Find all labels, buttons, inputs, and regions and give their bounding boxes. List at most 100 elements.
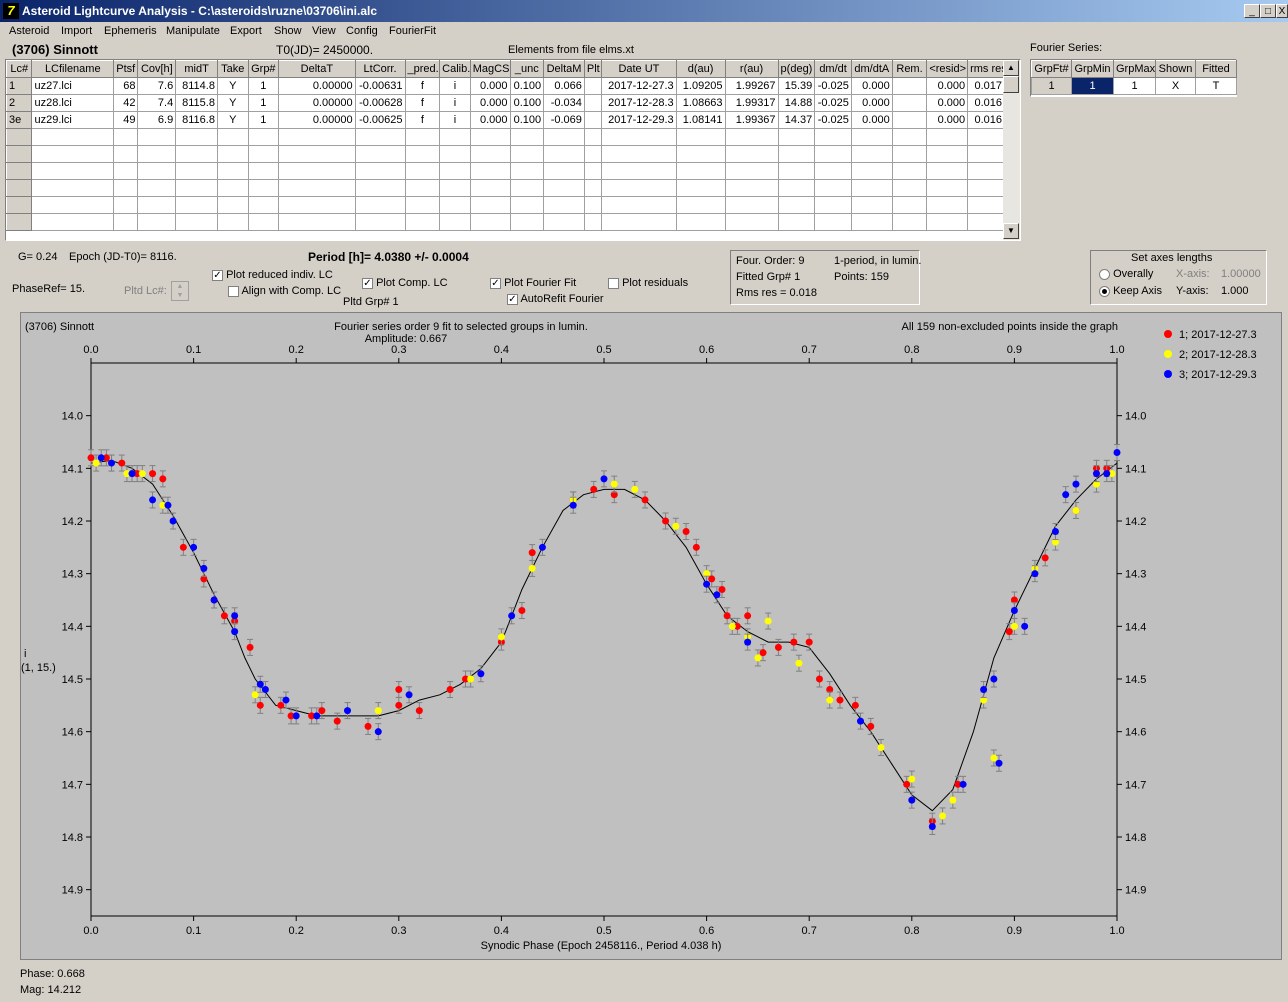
table-cell[interactable]: i — [439, 94, 471, 112]
table-cell[interactable]: -0.00631 — [354, 77, 406, 95]
table-cell[interactable] — [891, 94, 928, 112]
table-cell[interactable] — [469, 213, 511, 231]
table-cell[interactable] — [583, 213, 603, 231]
table-cell[interactable]: 1.99367 — [724, 111, 779, 129]
table-cell[interactable] — [137, 128, 177, 146]
table-cell[interactable]: 2017-12-28.3 — [601, 94, 677, 112]
table-cell[interactable] — [509, 196, 545, 214]
table-cell[interactable] — [354, 128, 406, 146]
table-cell[interactable] — [278, 128, 356, 146]
table-cell[interactable] — [967, 128, 1005, 146]
table-cell[interactable] — [278, 162, 356, 180]
table-cell[interactable] — [216, 128, 249, 146]
table-row[interactable] — [6, 179, 1005, 197]
row-header[interactable] — [6, 196, 33, 214]
table-cell[interactable] — [469, 128, 511, 146]
menu-asteroid[interactable]: Asteroid — [9, 25, 50, 37]
table-cell[interactable] — [777, 162, 816, 180]
table-cell[interactable]: 1 — [247, 94, 280, 112]
table-cell[interactable] — [967, 179, 1005, 197]
table-cell[interactable]: 0.100 — [509, 77, 545, 95]
table-cell[interactable]: 68 — [113, 77, 139, 95]
table-cell[interactable]: 1 — [247, 111, 280, 129]
column-header[interactable]: <resid> — [926, 60, 969, 78]
fourier-cell[interactable]: X — [1155, 77, 1196, 95]
row-header[interactable]: 1 — [6, 77, 33, 95]
table-cell[interactable]: f — [404, 77, 441, 95]
table-row[interactable]: 1 uz27.lci 68 7.6 8114.8 Y 1 0.00000 -0.00631 f i 0… — [6, 77, 1005, 95]
table-cell[interactable] — [137, 179, 177, 197]
scroll-up-icon[interactable]: ▲ — [1003, 60, 1019, 76]
table-cell[interactable]: 0.066 — [543, 77, 585, 95]
table-cell[interactable] — [247, 145, 280, 163]
table-cell[interactable] — [113, 179, 139, 197]
table-cell[interactable] — [850, 128, 893, 146]
table-cell[interactable] — [814, 162, 852, 180]
column-header[interactable]: Lc# — [6, 60, 33, 78]
table-cell[interactable] — [469, 162, 511, 180]
table-cell[interactable]: Y — [216, 94, 249, 112]
plot-fourier-checkbox[interactable]: ✓ Plot Fourier Fit — [490, 277, 576, 289]
table-cell[interactable] — [216, 162, 249, 180]
table-cell[interactable] — [675, 128, 726, 146]
plot-panel[interactable]: (3706) Sinnott Fourier series order 9 fi… — [20, 312, 1282, 960]
table-cell[interactable] — [31, 179, 115, 197]
table-cell[interactable] — [583, 111, 603, 129]
table-cell[interactable] — [675, 196, 726, 214]
table-cell[interactable] — [967, 213, 1005, 231]
table-cell[interactable] — [891, 77, 928, 95]
table-cell[interactable]: i — [439, 77, 471, 95]
table-cell[interactable] — [137, 213, 177, 231]
table-cell[interactable] — [216, 196, 249, 214]
table-cell[interactable] — [926, 128, 969, 146]
table-cell[interactable] — [926, 179, 969, 197]
table-cell[interactable]: 2017-12-27.3 — [601, 77, 677, 95]
table-cell[interactable] — [814, 145, 852, 163]
table-cell[interactable]: -0.025 — [814, 94, 852, 112]
column-header[interactable]: r(au) — [724, 60, 779, 78]
table-cell[interactable] — [891, 213, 928, 231]
fourier-column-header[interactable]: Fitted — [1195, 60, 1237, 78]
table-cell[interactable]: -0.034 — [543, 94, 585, 112]
fourier-column-header[interactable]: Shown — [1155, 60, 1196, 78]
table-cell[interactable]: 0.000 — [469, 111, 511, 129]
table-cell[interactable] — [509, 213, 545, 231]
table-row[interactable]: 3e uz29.lci 49 6.9 8116.8 Y 1 0.00000 -0.00625 f i… — [6, 111, 1005, 129]
table-cell[interactable] — [777, 128, 816, 146]
table-cell[interactable]: 0.00000 — [278, 77, 356, 95]
table-cell[interactable] — [31, 145, 115, 163]
table-cell[interactable] — [850, 179, 893, 197]
table-cell[interactable] — [137, 162, 177, 180]
scroll-down-icon[interactable]: ▼ — [1003, 223, 1019, 239]
table-cell[interactable]: 1 — [247, 77, 280, 95]
table-cell[interactable] — [31, 213, 115, 231]
align-comp-checkbox[interactable]: Align with Comp. LC — [228, 285, 341, 297]
table-cell[interactable] — [777, 213, 816, 231]
table-cell[interactable] — [439, 196, 471, 214]
fourier-cell[interactable]: 1 — [1031, 77, 1072, 95]
table-cell[interactable] — [777, 179, 816, 197]
table-cell[interactable] — [967, 162, 1005, 180]
table-cell[interactable] — [247, 162, 280, 180]
table-row[interactable] — [6, 145, 1005, 163]
table-cell[interactable] — [216, 179, 249, 197]
table-cell[interactable] — [891, 128, 928, 146]
table-cell[interactable] — [850, 196, 893, 214]
table-cell[interactable] — [777, 196, 816, 214]
table-cell[interactable] — [601, 213, 677, 231]
table-cell[interactable] — [247, 179, 280, 197]
table-cell[interactable] — [814, 179, 852, 197]
column-header[interactable]: Calib. — [439, 60, 471, 78]
column-header[interactable]: midT — [175, 60, 218, 78]
table-cell[interactable] — [137, 196, 177, 214]
table-cell[interactable] — [891, 179, 928, 197]
table-cell[interactable]: 7.4 — [137, 94, 177, 112]
table-cell[interactable] — [278, 145, 356, 163]
table-cell[interactable] — [216, 145, 249, 163]
table-cell[interactable]: 0.000 — [850, 77, 893, 95]
table-cell[interactable] — [354, 213, 406, 231]
row-header[interactable]: 3e — [6, 111, 33, 129]
table-cell[interactable] — [439, 179, 471, 197]
table-cell[interactable]: 6.9 — [137, 111, 177, 129]
